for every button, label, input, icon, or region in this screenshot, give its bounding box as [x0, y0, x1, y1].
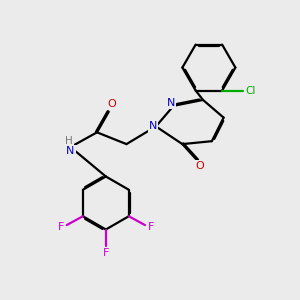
Text: Cl: Cl: [245, 85, 255, 95]
Text: N: N: [149, 122, 157, 131]
Text: H: H: [65, 136, 73, 146]
Text: O: O: [107, 99, 116, 110]
Text: O: O: [196, 161, 204, 171]
Text: N: N: [66, 146, 75, 157]
Text: F: F: [103, 248, 109, 258]
Text: N: N: [167, 98, 175, 108]
Text: F: F: [58, 222, 64, 232]
Text: F: F: [148, 222, 154, 232]
